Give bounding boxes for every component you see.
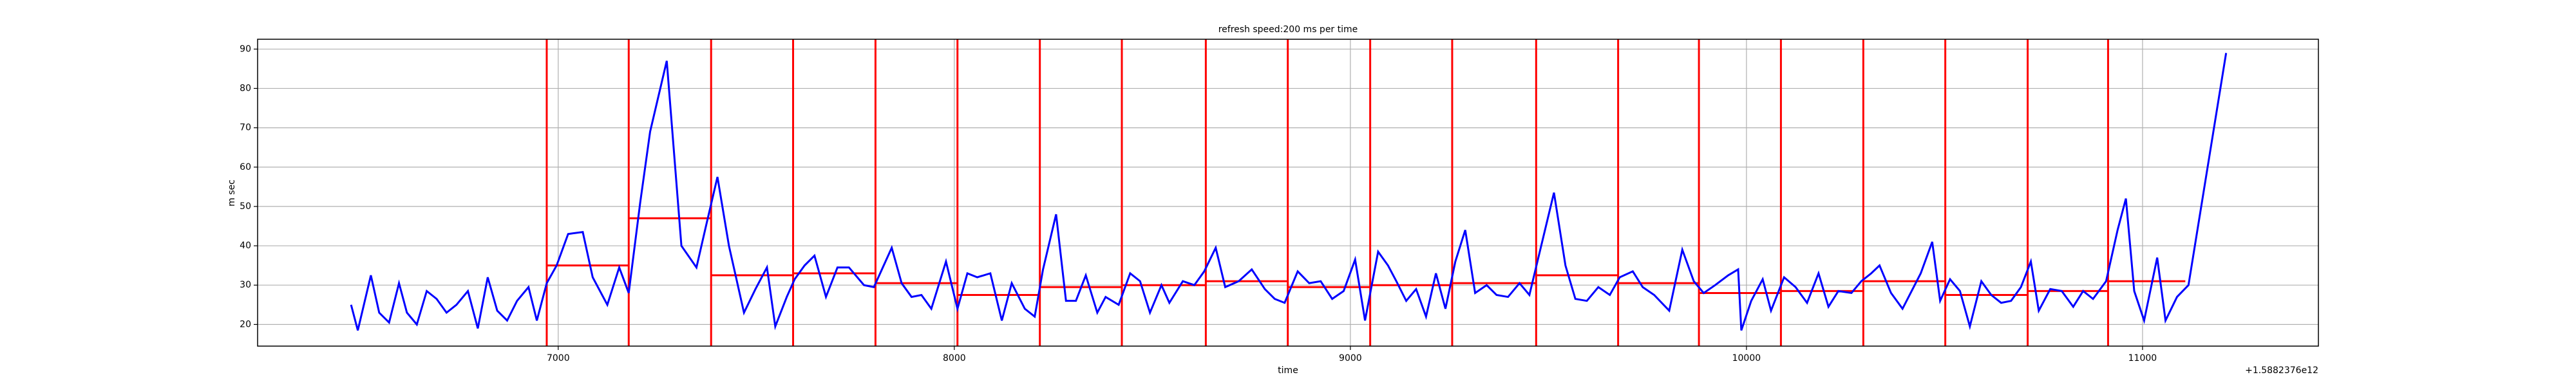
x-axis-label: time bbox=[1278, 365, 1298, 376]
x-tick-label: 8000 bbox=[943, 353, 966, 363]
x-tick-label: 11000 bbox=[2128, 353, 2157, 363]
chart-title: refresh speed:200 ms per time bbox=[1218, 24, 1358, 35]
y-tick-label: 70 bbox=[240, 123, 251, 133]
x-offset-label: +1.5882376e12 bbox=[2245, 365, 2318, 376]
y-tick-label: 20 bbox=[240, 319, 251, 329]
y-tick-label: 60 bbox=[240, 162, 251, 172]
x-tick-label: 7000 bbox=[547, 353, 570, 363]
y-tick-label: 80 bbox=[240, 83, 251, 93]
x-tick-label: 9000 bbox=[1339, 353, 1362, 363]
x-tick-label: 10000 bbox=[1732, 353, 1761, 363]
y-tick-label: 30 bbox=[240, 280, 251, 290]
y-tick-label: 90 bbox=[240, 44, 251, 54]
y-axis-label: m sec bbox=[227, 179, 237, 207]
data-line bbox=[350, 53, 2228, 331]
y-tick-label: 50 bbox=[240, 201, 251, 212]
plot-frame bbox=[257, 39, 2319, 347]
y-tick-label: 40 bbox=[240, 241, 251, 251]
